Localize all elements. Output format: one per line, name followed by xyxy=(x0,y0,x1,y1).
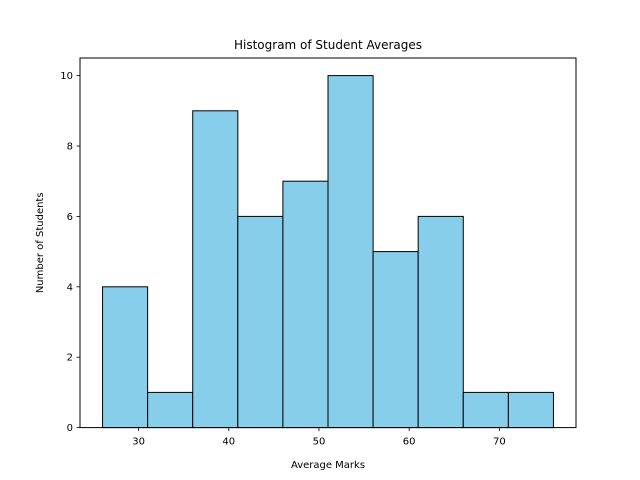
x-axis-label: Average Marks xyxy=(291,460,365,471)
y-tick-label: 4 xyxy=(67,282,73,293)
histogram-bar xyxy=(417,215,464,429)
y-tick-label: 8 xyxy=(67,142,73,153)
chart-title: Histogram of Student Averages xyxy=(234,38,422,52)
y-tick-label: 10 xyxy=(60,71,73,82)
y-axis-label: Number of Students xyxy=(35,192,46,293)
x-axis-ticks: 30 40 50 60 70 xyxy=(132,427,506,448)
histogram-bar xyxy=(237,215,284,429)
histogram-bar xyxy=(462,391,509,429)
histogram-bar xyxy=(192,110,239,429)
x-tick-label: 70 xyxy=(493,437,506,448)
y-tick-label: 2 xyxy=(67,353,73,364)
x-tick-label: 60 xyxy=(403,437,416,448)
y-axis-ticks: 0 2 4 6 8 10 xyxy=(60,71,80,434)
y-tick-label: 0 xyxy=(67,423,73,434)
histogram-bar xyxy=(327,75,374,429)
histogram-bar xyxy=(147,391,194,429)
bars-layer xyxy=(102,75,554,429)
histogram-bar xyxy=(102,286,149,429)
histogram-bar xyxy=(282,180,329,429)
histogram-bar xyxy=(372,251,419,429)
x-tick-label: 50 xyxy=(313,437,326,448)
histogram-bar xyxy=(507,391,554,429)
x-tick-label: 40 xyxy=(222,437,235,448)
x-tick-label: 30 xyxy=(132,437,145,448)
y-tick-label: 6 xyxy=(67,212,73,223)
plot-frame xyxy=(79,57,577,429)
